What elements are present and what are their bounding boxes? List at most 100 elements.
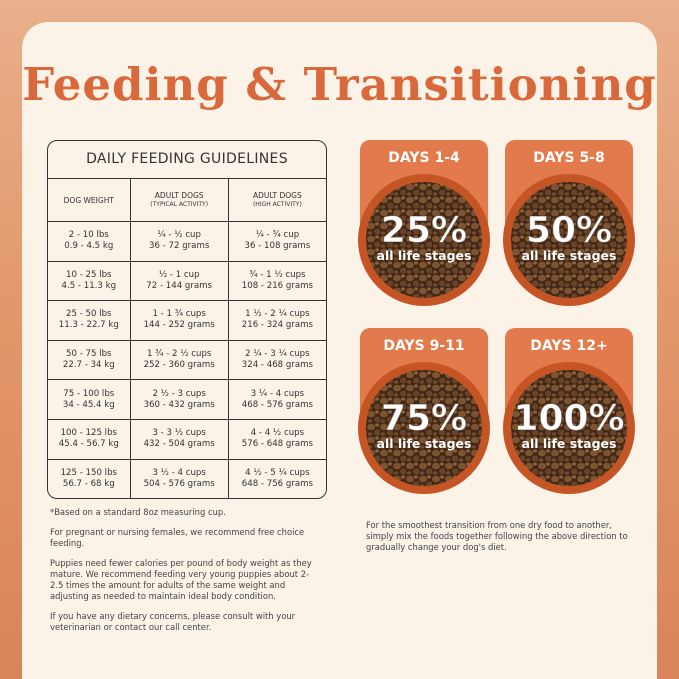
cell-line: 216 - 324 grams: [241, 320, 313, 331]
stage-percent: 25%: [381, 210, 467, 251]
kibble-shade: [511, 370, 627, 486]
header-cell: DOG WEIGHT: [48, 178, 130, 221]
cell-line: 360 - 432 grams: [143, 399, 215, 410]
cell-line: 3 ¼ - 4 cups: [250, 388, 305, 399]
cell-line: 22.7 - 34 kg: [62, 360, 115, 371]
note: If you have any dietary concerns, please…: [50, 611, 296, 632]
table-title: DAILY FEEDING GUIDELINES: [86, 151, 288, 167]
header-line: ADULT DOGS: [154, 191, 204, 200]
cell-line: 108 - 216 grams: [241, 280, 313, 291]
stage-bowl: 25%all life stages: [358, 174, 490, 306]
cell-line: ¼ - ½ cup: [157, 230, 201, 241]
transition-note: For the smoothest transition from one dr…: [366, 520, 628, 552]
table-cell: 2 ½ - 3 cups 360 - 432 grams: [129, 379, 228, 419]
note: Puppies need fewer calories per pound of…: [50, 558, 312, 601]
cell-line: 11.3 - 22.7 kg: [58, 320, 119, 331]
kibble: [511, 182, 627, 298]
header-line: ADULT DOGS: [253, 191, 302, 200]
table-row: 75 - 100 lbs 34 - 45.4 kg 2 ½ - 3 cups 360 …: [48, 379, 326, 419]
cell-line: 1 ½ - 2 ¼ cups: [245, 309, 310, 320]
cell-line: 4 ½ - 5 ¼ cups: [245, 467, 310, 478]
cell-line: 2 ¼ - 3 ¼ cups: [245, 349, 310, 360]
kibble: [366, 370, 482, 486]
table-cell: ½ - 1 cup 72 - 144 grams: [129, 260, 228, 301]
table-cell: 4 - 4 ½ cups 576 - 648 grams: [227, 418, 326, 459]
cell-line: 648 - 756 grams: [241, 478, 313, 489]
stage-days: DAYS 1-4: [388, 150, 460, 166]
cell-line: 3 - 3 ½ cups: [152, 428, 206, 439]
table-cell: 125 - 150 lbs 56.7 - 68 kg: [48, 458, 130, 499]
stage-bowl: 100%all life stages: [503, 362, 635, 494]
page-title: Feeding & Transitioning: [22, 58, 657, 111]
cell-line: 25 - 50 lbs: [66, 309, 112, 320]
cell-line: 144 - 252 grams: [143, 320, 215, 331]
table-cell: 100 - 125 lbs 45.4 - 56.7 kg: [48, 418, 130, 459]
cell-line: 10 - 25 lbs: [66, 269, 112, 280]
table-cell: 3 ¼ - 4 cups 468 - 576 grams: [227, 379, 326, 419]
table-cell: 2 - 10 lbs 0.9 - 4.5 kg: [48, 221, 130, 261]
table-cell: 1 ½ - 2 ¼ cups 216 - 324 grams: [227, 300, 326, 340]
cell-line: 1 ¾ - 2 ½ cups: [146, 349, 212, 360]
cell-line: ¼ - ¾ cup: [255, 230, 300, 241]
table-cell: 3 ½ - 4 cups 504 - 576 grams: [129, 458, 228, 499]
header-row: DOG WEIGHT ADULT DOGS (TYPICAL ACTIVITY) AD…: [48, 178, 326, 221]
stage-label: all life stages: [377, 436, 472, 451]
table-row: 100 - 125 lbs 45.4 - 56.7 kg 3 - 3 ½ cups 4…: [48, 418, 326, 459]
cell-line: 34 - 45.4 kg: [62, 399, 115, 410]
table-cell: 10 - 25 lbs 4.5 - 11.3 kg: [48, 260, 130, 301]
table-cell: ¾ - 1 ½ cups 108 - 216 grams: [227, 260, 326, 301]
table-row: 2 - 10 lbs 0.9 - 4.5 kg ¼ - ½ cup 36 - 72 g…: [48, 221, 326, 261]
table-cell: ¼ - ½ cup 36 - 72 grams: [129, 221, 228, 261]
cell-line: 576 - 648 grams: [241, 439, 313, 450]
cell-line: 36 - 72 grams: [149, 241, 210, 252]
table-cell: 25 - 50 lbs 11.3 - 22.7 kg: [48, 300, 130, 340]
table-row: 10 - 25 lbs 4.5 - 11.3 kg ½ - 1 cup 72 - 14…: [48, 260, 326, 301]
cell-line: 2 ½ - 3 cups: [152, 388, 206, 399]
cell-line: 4 - 4 ½ cups: [250, 428, 305, 439]
header-line: DOG WEIGHT: [63, 195, 114, 205]
note: *Based on a standard 8oz measuring cup.: [50, 507, 226, 517]
table-cell: ¼ - ¾ cup 36 - 108 grams: [227, 221, 326, 261]
cell-line: ¾ - 1 ½ cups: [249, 269, 306, 280]
feeding-table: DAILY FEEDING GUIDELINES DOG WEIGHT ADULT …: [47, 140, 327, 500]
table-row: 25 - 50 lbs 11.3 - 22.7 kg 1 - 1 ¾ cups 144…: [48, 300, 326, 340]
header-line: (HIGH ACTIVITY): [252, 201, 302, 208]
cell-line: 50 - 75 lbs: [66, 349, 112, 360]
stage-percent: 100%: [513, 398, 624, 439]
stage-percent: 50%: [526, 210, 612, 251]
table-cell: 1 - 1 ¾ cups 144 - 252 grams: [129, 300, 228, 340]
table-cell: 2 ¼ - 3 ¼ cups 324 - 468 grams: [227, 339, 326, 380]
cell-line: 2 - 10 lbs: [68, 230, 109, 241]
stage-label: all life stages: [377, 248, 472, 263]
stage-bowl: 50%all life stages: [503, 174, 635, 306]
kibble-shade: [366, 182, 482, 298]
table-cell: 4 ½ - 5 ¼ cups 648 - 756 grams: [227, 458, 326, 499]
kibble-shade: [366, 370, 482, 486]
stage-label: all life stages: [522, 248, 617, 263]
cell-line: 252 - 360 grams: [143, 360, 215, 371]
cell-line: 125 - 150 lbs: [60, 467, 117, 478]
cell-line: 36 - 108 grams: [244, 241, 311, 252]
cell-line: 72 - 144 grams: [146, 280, 213, 291]
table-row: 50 - 75 lbs 22.7 - 34 kg 1 ¾ - 2 ½ cups 252…: [48, 339, 326, 380]
table-cell: 50 - 75 lbs 22.7 - 34 kg: [48, 339, 130, 380]
cell-line: ½ - 1 cup: [158, 269, 200, 280]
cell-line: 468 - 576 grams: [241, 399, 313, 410]
table-cell: 3 - 3 ½ cups 432 - 504 grams: [129, 418, 228, 459]
header-line: (TYPICAL ACTIVITY): [150, 201, 209, 208]
cell-line: 75 - 100 lbs: [63, 388, 115, 399]
header-cell: ADULT DOGS (HIGH ACTIVITY): [227, 178, 326, 221]
notes: *Based on a standard 8oz measuring cup. F…: [50, 507, 320, 642]
cell-line: 432 - 504 grams: [143, 439, 215, 450]
kibble-shade: [511, 182, 627, 298]
stage-days: DAYS 5-8: [533, 150, 605, 166]
cell-line: 504 - 576 grams: [143, 478, 215, 489]
cell-line: 100 - 125 lbs: [60, 428, 117, 439]
stage-days: DAYS 9-11: [383, 338, 465, 354]
cell-line: 56.7 - 68 kg: [62, 478, 115, 489]
cell-line: 45.4 - 56.7 kg: [58, 439, 119, 450]
cell-line: 4.5 - 11.3 kg: [61, 280, 117, 291]
kibble: [511, 370, 627, 486]
table-title-row: DAILY FEEDING GUIDELINES: [48, 141, 326, 178]
